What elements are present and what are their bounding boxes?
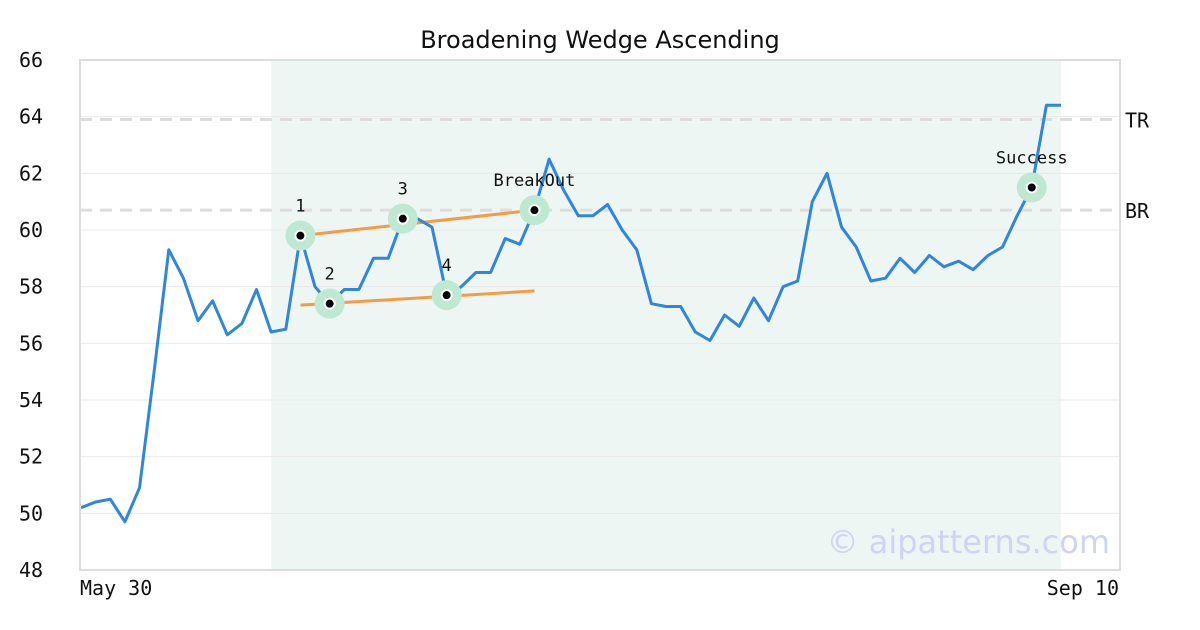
x-axis: May 30 Sep 10 — [80, 576, 1119, 600]
y-tick-label: 52 — [19, 445, 43, 469]
point-dot — [296, 231, 305, 240]
y-tick-label: 54 — [19, 388, 43, 412]
level-label: BR — [1125, 199, 1150, 223]
level-label: TR — [1125, 109, 1150, 133]
point-label: 4 — [442, 256, 452, 276]
price-series — [80, 103, 1061, 524]
pattern-points: 1 2 3 4 BreakOut Success — [285, 149, 1068, 319]
point-label: 2 — [325, 265, 335, 285]
upper-trendline — [300, 208, 535, 238]
plot-background — [271, 60, 1061, 570]
plot-frame — [79, 59, 1121, 571]
point-dot — [530, 206, 539, 215]
y-axis: 48 50 52 54 56 58 60 62 64 66 — [19, 48, 43, 582]
y-tick-label: 62 — [19, 161, 43, 185]
point-dot — [442, 291, 451, 300]
point-label: Success — [996, 149, 1068, 169]
point-dot — [1027, 183, 1036, 192]
point-dot — [325, 299, 334, 308]
x-tick-label: Sep 10 — [1047, 576, 1119, 600]
y-tick-label: 58 — [19, 275, 43, 299]
y-tick-label: 56 — [19, 331, 43, 355]
pattern-region — [271, 60, 1061, 570]
gridlines — [80, 116, 1120, 514]
x-tick-label: May 30 — [80, 576, 152, 600]
y-tick-label: 48 — [19, 558, 43, 582]
point-label: 3 — [398, 180, 408, 200]
point-label: BreakOut — [493, 171, 575, 191]
y-tick-label: 64 — [19, 105, 43, 129]
y-tick-label: 66 — [19, 48, 43, 72]
y-tick-label: 60 — [19, 218, 43, 242]
point-dot — [398, 214, 407, 223]
watermark: © aipatterns.com — [827, 523, 1110, 561]
y-tick-label: 50 — [19, 501, 43, 525]
point-label: 1 — [295, 197, 305, 217]
chart-title: Broadening Wedge Ascending — [420, 26, 780, 54]
price-line — [80, 103, 1061, 524]
